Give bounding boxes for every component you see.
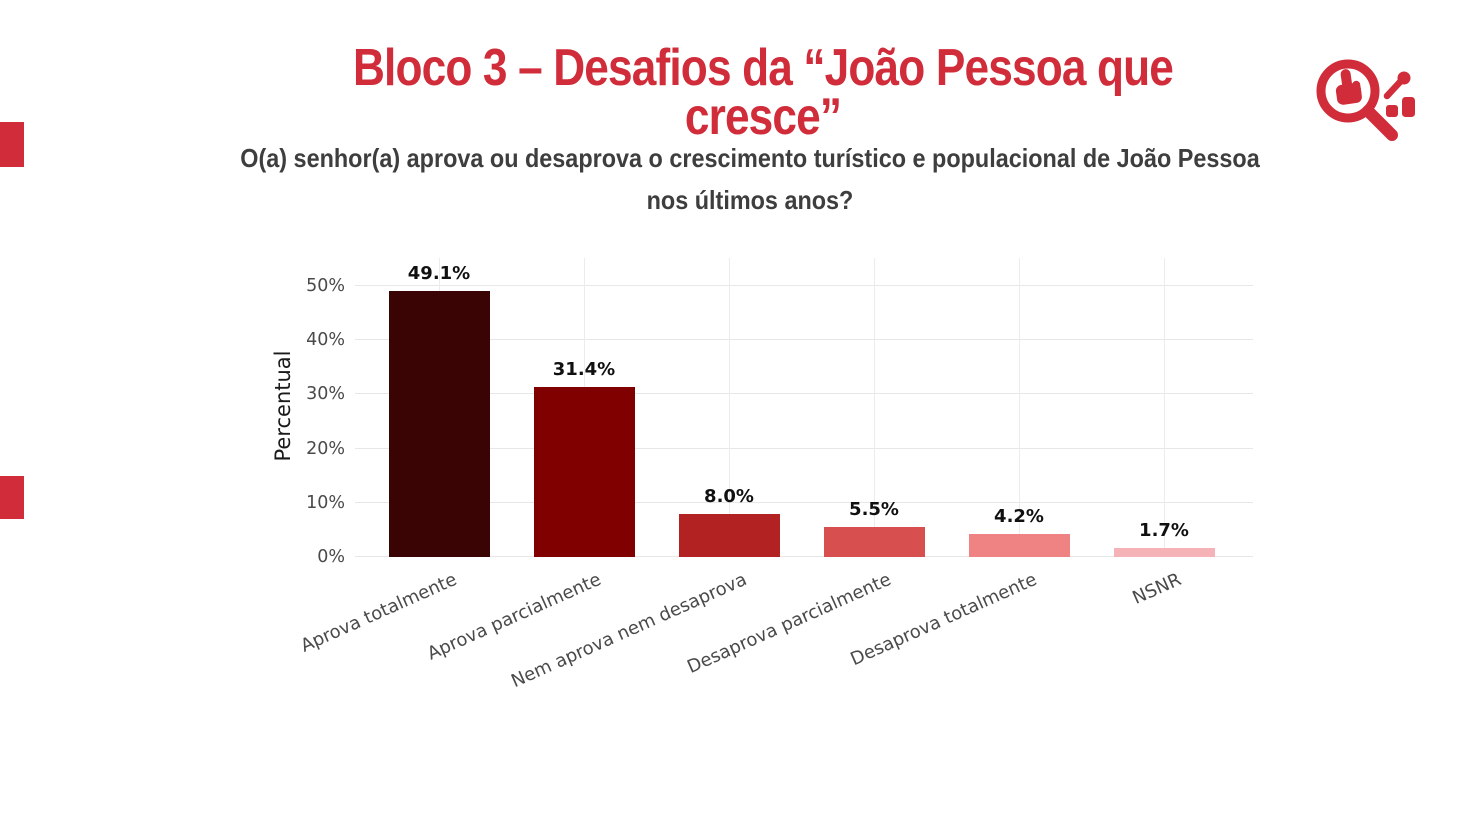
bar-desaprova-parcialmente	[823, 527, 925, 557]
trend-arrow-icon	[1383, 78, 1404, 100]
bar-desaprova-totalmente	[968, 534, 1070, 557]
trend-dot-icon	[1397, 71, 1411, 85]
bar-value-label: 5.5%	[849, 499, 899, 521]
page-title: Bloco 3 – Desafios da “João Pessoa que c…	[352, 39, 1174, 147]
bar-chart: Percentual 0% 10% 20% 30% 40% 50% 49.1% Aprova …	[271, 258, 1253, 692]
bar-value-label: 31.4%	[552, 358, 616, 380]
bar-value-label: 8.0%	[704, 485, 754, 507]
v-gridline	[1164, 258, 1165, 557]
v-gridline	[729, 258, 730, 557]
h-gridline-50%	[355, 285, 1253, 286]
survey-question-line2: nos últimos anos?	[646, 185, 854, 215]
bar-aprova-totalmente	[388, 290, 490, 557]
h-gridline-30%	[355, 393, 1253, 395]
bar-value-label: 1.7%	[1139, 519, 1189, 541]
left-accent-bar-top	[0, 122, 24, 167]
y-tick-label: 0%	[317, 547, 345, 567]
y-tick-label: 20%	[306, 438, 345, 459]
bar-aprova-parcialmente	[533, 386, 635, 557]
h-gridline-10%	[355, 501, 1253, 503]
mini-bar-short-icon	[1386, 105, 1398, 117]
h-gridline-20%	[355, 447, 1253, 449]
x-tick-label: Nem aprova nem desaprova	[507, 569, 750, 693]
magnifier-handle-icon	[1362, 105, 1398, 141]
left-accent-bar-middle	[0, 476, 24, 519]
v-gridline	[874, 258, 875, 557]
y-tick-label: 40%	[306, 330, 345, 351]
h-gridline-0%	[355, 556, 1253, 557]
y-tick-label: 30%	[306, 384, 345, 405]
pointer-hand-icon	[1335, 69, 1362, 105]
h-gridline-40%	[355, 339, 1253, 341]
y-tick-label: 50%	[306, 276, 345, 296]
survey-question-line1: O(a) senhor(a) aprova ou desaprova o cre…	[240, 143, 1260, 173]
research-logo	[1310, 56, 1436, 151]
x-tick-label: NSNR	[1129, 569, 1185, 609]
magnifier-hand-chart-icon	[1316, 59, 1415, 141]
bar-nem-aprova-nem-desaprova	[678, 513, 780, 557]
mini-bar-tall-icon	[1402, 97, 1415, 117]
v-gridline	[1019, 258, 1020, 557]
magnifier-lens-icon	[1316, 59, 1380, 123]
bar-value-label: 49.1%	[407, 262, 471, 284]
bar-value-label: 4.2%	[994, 506, 1044, 528]
y-tick-label: 10%	[306, 492, 345, 513]
bar-nsnr	[1113, 547, 1215, 557]
